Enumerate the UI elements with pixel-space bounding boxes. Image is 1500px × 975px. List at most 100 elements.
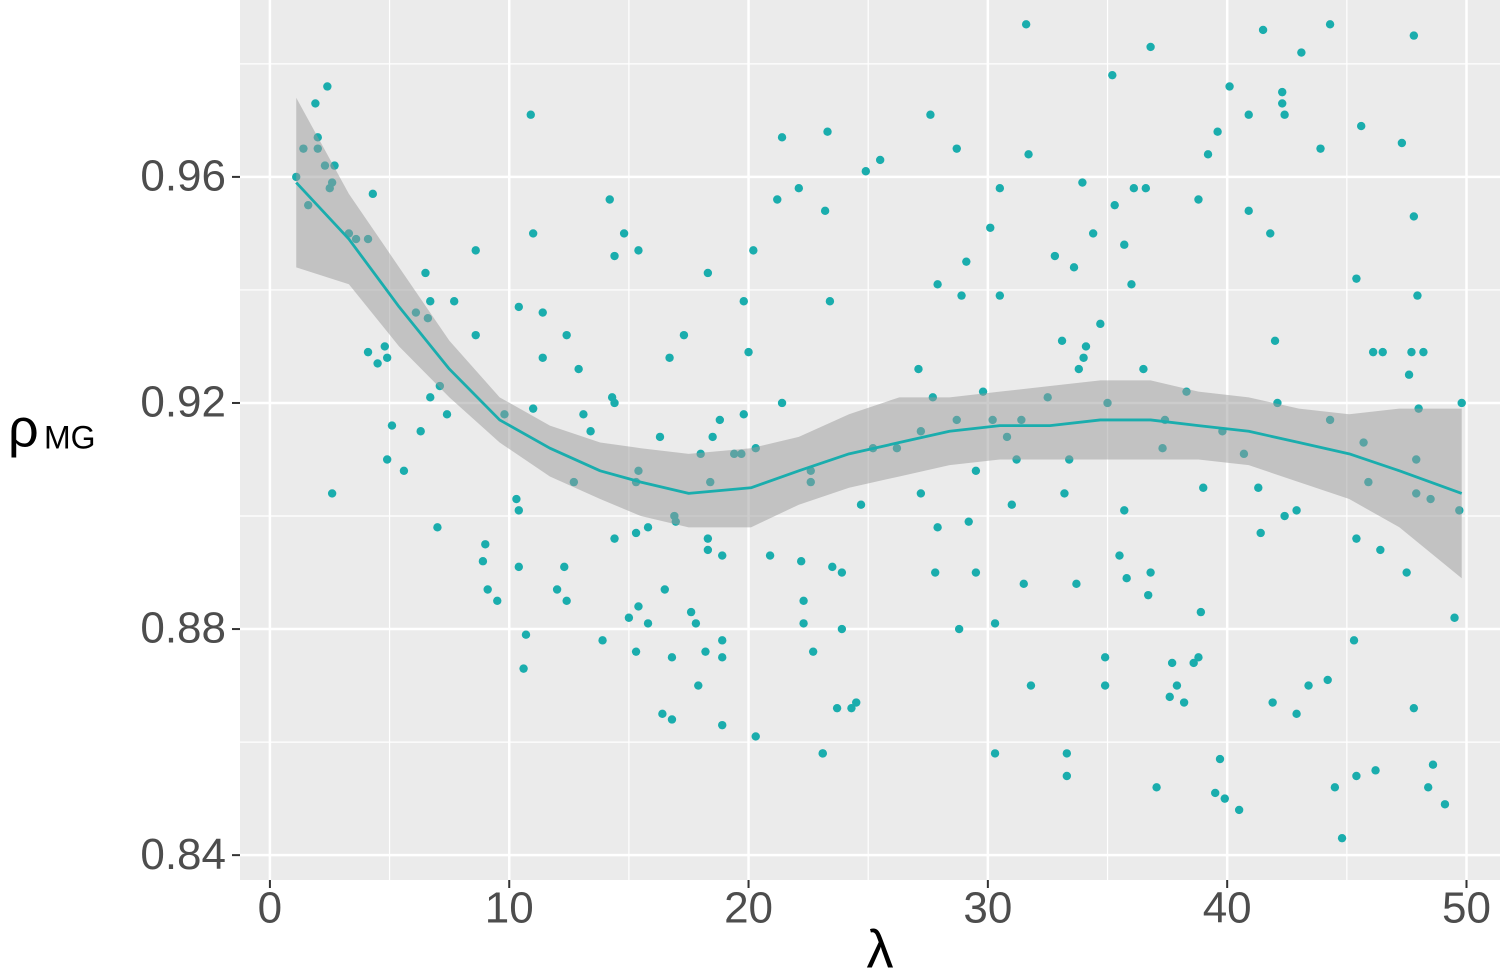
point (1139, 364, 1148, 374)
point (1179, 698, 1189, 707)
point (562, 596, 571, 605)
point (1141, 184, 1151, 193)
point (1062, 749, 1072, 758)
point (926, 110, 935, 119)
point (751, 732, 760, 741)
point (1352, 771, 1361, 781)
point (1409, 703, 1419, 713)
point (1356, 121, 1366, 131)
point (832, 703, 842, 713)
point (562, 330, 571, 340)
point (1194, 195, 1203, 204)
point (933, 523, 942, 532)
point (538, 308, 547, 317)
point (1115, 551, 1124, 560)
point (552, 585, 562, 594)
point (528, 404, 538, 413)
y-tick-label: 0.96 (140, 152, 226, 201)
point (1407, 347, 1416, 357)
point (1376, 545, 1385, 555)
point (1024, 150, 1033, 159)
x-tick-label: 50 (1442, 884, 1491, 933)
point (957, 291, 966, 300)
point (799, 619, 808, 628)
point (914, 364, 923, 374)
point (1424, 783, 1433, 792)
point (799, 596, 808, 605)
axes: 0 10 20 30 40 50 0.84 0.88 0.92 0.96 (140, 152, 1491, 933)
point (1268, 698, 1277, 707)
point (852, 698, 861, 707)
point (1021, 20, 1031, 29)
point (1129, 184, 1139, 193)
point (514, 506, 524, 515)
point (718, 636, 727, 645)
point (1349, 636, 1359, 645)
point (667, 653, 677, 662)
y-tick-label: 0.92 (140, 378, 226, 427)
point (1050, 251, 1060, 261)
point (586, 427, 595, 436)
point (962, 257, 971, 266)
point (471, 330, 480, 340)
point (368, 189, 378, 199)
point (1072, 579, 1081, 589)
point (416, 427, 425, 436)
point (686, 607, 696, 617)
point (655, 432, 665, 442)
point (1280, 511, 1289, 521)
point (1215, 754, 1225, 764)
point (1196, 607, 1206, 617)
point (1278, 87, 1287, 97)
point (1325, 20, 1335, 29)
point (1368, 347, 1378, 357)
point (426, 393, 435, 402)
point (1146, 42, 1155, 52)
point (954, 624, 964, 634)
point (828, 562, 837, 572)
point (837, 568, 847, 577)
y-tick-label: 0.84 (140, 830, 226, 879)
point (1413, 291, 1422, 300)
plot-area (292, 20, 1466, 843)
point (1419, 347, 1428, 357)
point (631, 528, 641, 538)
point (837, 624, 847, 634)
point (1100, 653, 1110, 662)
point (521, 630, 531, 639)
point (512, 494, 521, 504)
point (986, 223, 995, 232)
point (1189, 658, 1198, 668)
point (665, 353, 674, 362)
y-axis-title: ρ (8, 398, 39, 458)
point (861, 167, 871, 176)
point (679, 330, 689, 340)
point (1280, 110, 1289, 119)
point (311, 99, 320, 108)
x-tick-label: 20 (724, 884, 773, 933)
point (701, 647, 710, 656)
point (493, 596, 502, 605)
point (875, 155, 885, 165)
point (1292, 709, 1301, 719)
point (574, 364, 583, 374)
point (1270, 336, 1280, 346)
point (1266, 229, 1275, 238)
point (708, 432, 717, 442)
point (1256, 528, 1265, 538)
point (1213, 127, 1222, 136)
point (995, 291, 1005, 300)
point (643, 619, 653, 628)
point (1110, 200, 1119, 210)
point (1060, 489, 1069, 498)
point (718, 653, 727, 662)
point (449, 297, 459, 306)
point (1440, 800, 1450, 809)
point (619, 229, 629, 238)
point (1397, 138, 1407, 148)
point (1258, 25, 1268, 35)
point (471, 246, 480, 255)
y-axis-title-subscript: MG (44, 419, 96, 455)
